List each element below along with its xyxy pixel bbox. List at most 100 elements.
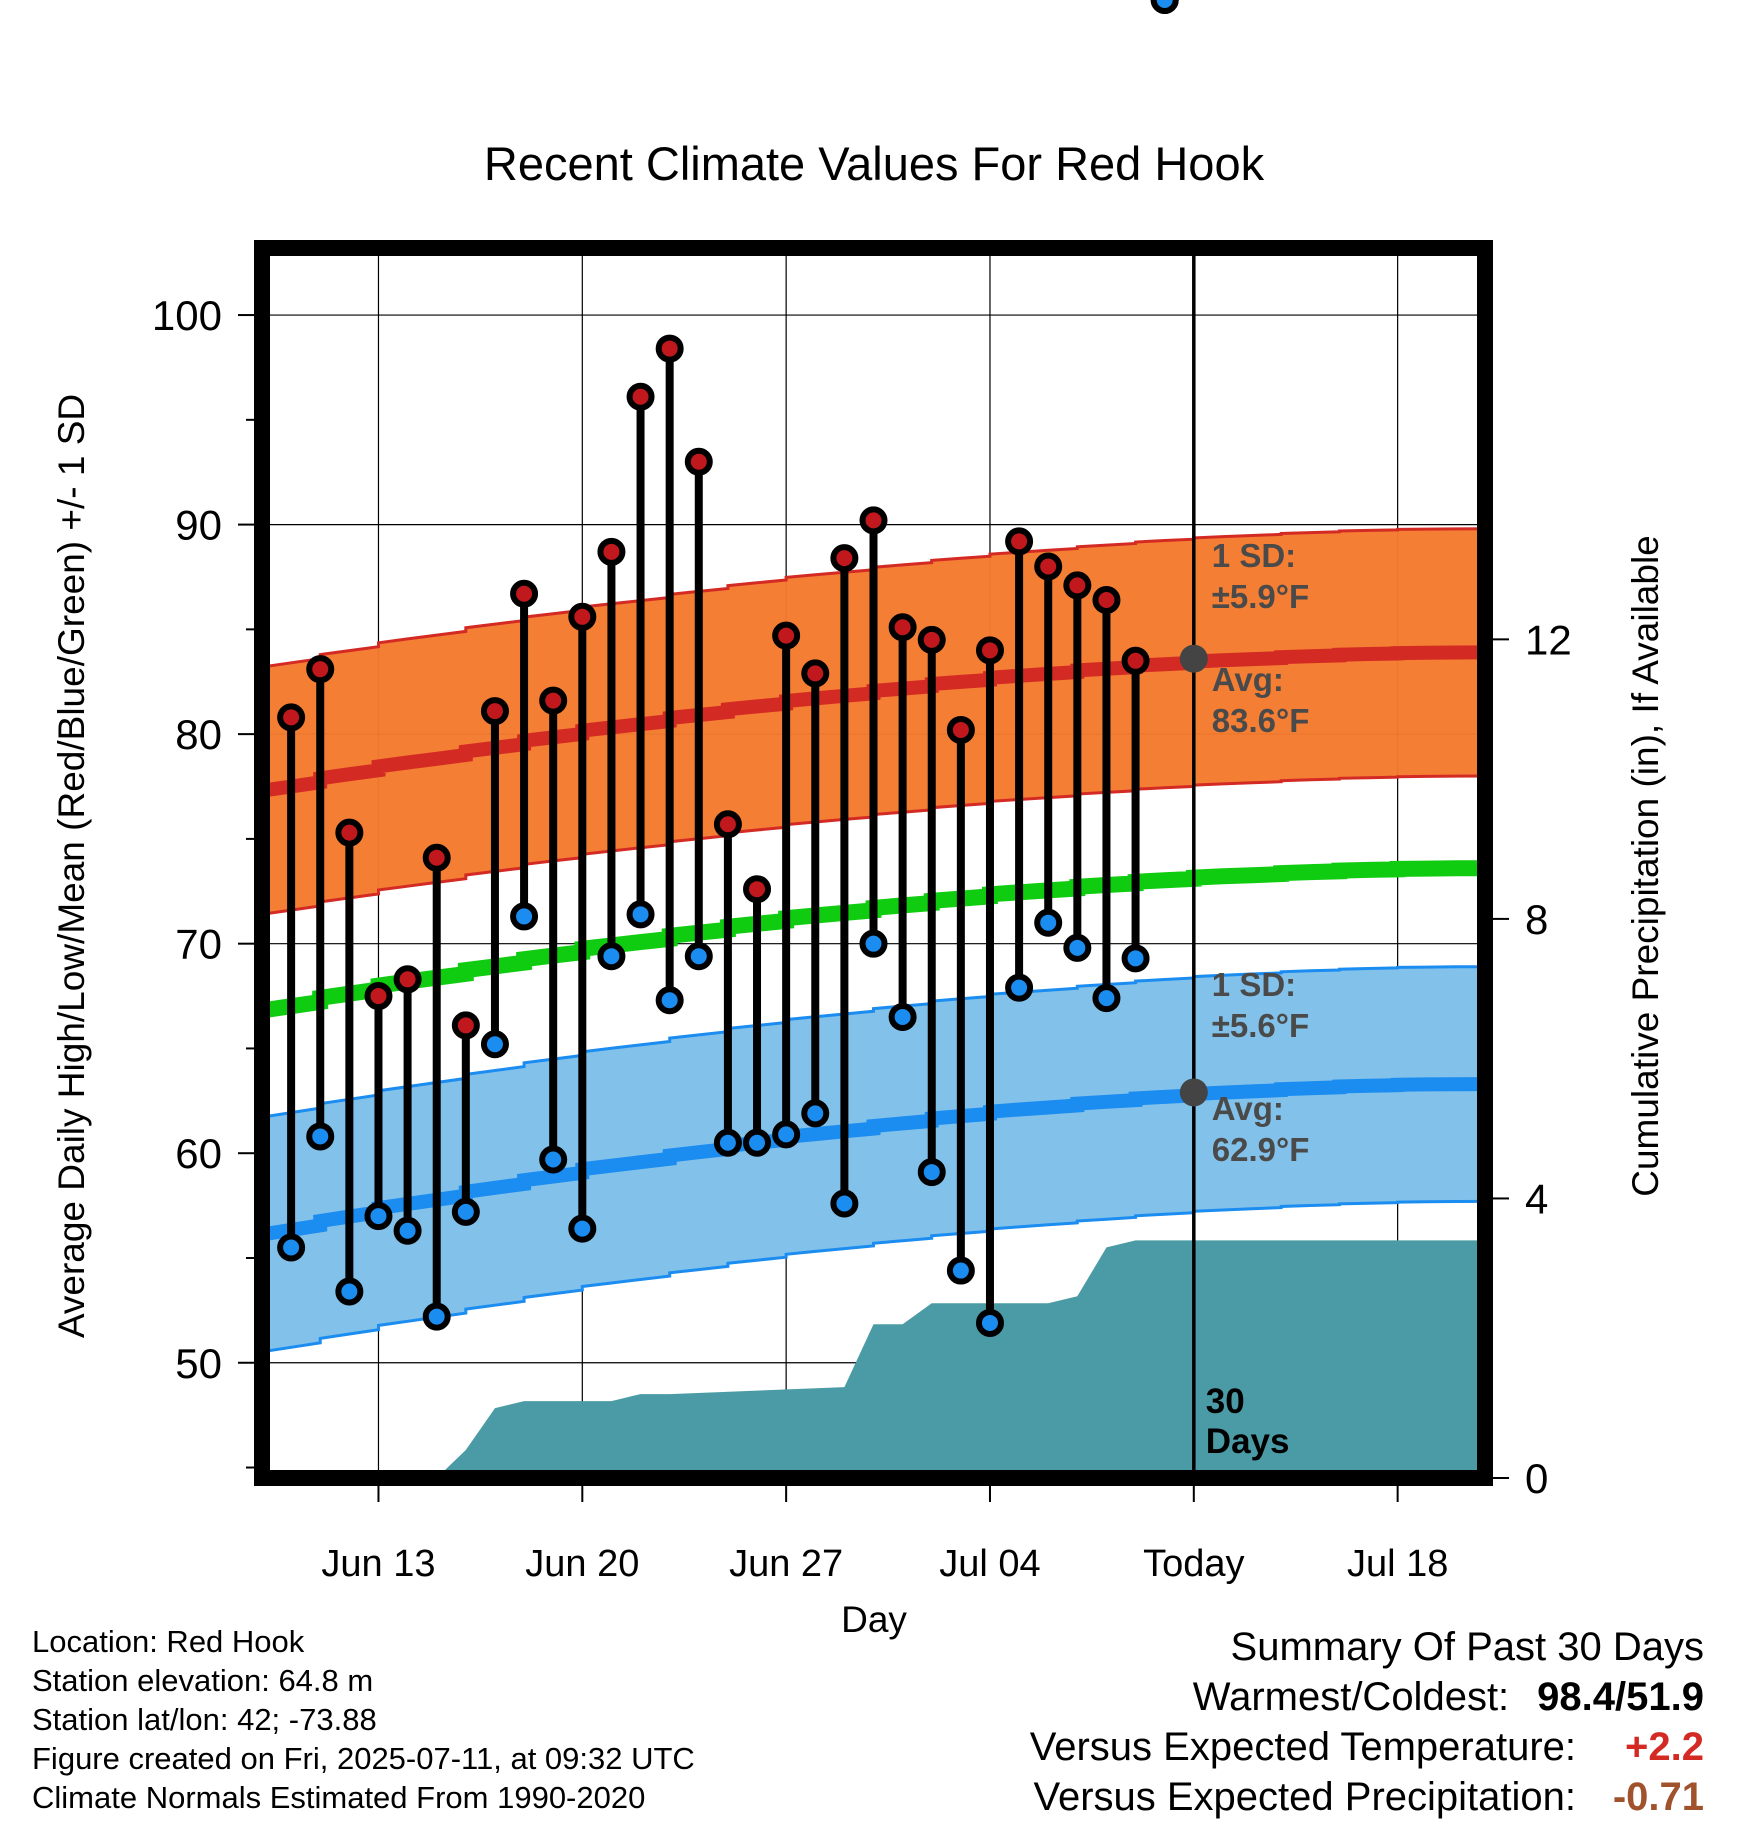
low-temp-point bbox=[684, 942, 713, 971]
y-tick-label: 80 bbox=[175, 711, 222, 758]
high-temp-point bbox=[510, 579, 539, 608]
low-sd-lower-line bbox=[260, 1199, 1486, 1357]
high-temp-point bbox=[626, 382, 655, 411]
low-temp-point bbox=[655, 986, 684, 1015]
elevation-text: Station elevation: 64.8 m bbox=[32, 1663, 374, 1698]
y-tick-label: 70 bbox=[175, 921, 222, 968]
low-temp-point bbox=[539, 1145, 568, 1174]
x-tick-label: Jul 18 bbox=[1347, 1543, 1448, 1585]
low-temp-point bbox=[1063, 933, 1092, 962]
low-avg-today-marker bbox=[1179, 1078, 1208, 1107]
precip-area bbox=[262, 1240, 1485, 1478]
x-tick-label: Jun 27 bbox=[729, 1543, 843, 1585]
low-temp-point bbox=[946, 1256, 975, 1285]
summary-title: Summary Of Past 30 Days bbox=[1230, 1625, 1704, 1669]
created-text: Figure created on Fri, 2025-07-11, at 09… bbox=[32, 1741, 695, 1776]
low-temp-point bbox=[772, 1120, 801, 1149]
high-temp-point bbox=[1121, 646, 1150, 675]
high-temp-point bbox=[597, 537, 626, 566]
precip-row: Versus Expected Precipitation: -0.71 bbox=[1030, 1772, 1704, 1822]
low-temp-point bbox=[626, 900, 655, 929]
high-temp-point bbox=[830, 544, 859, 573]
low-temp-point bbox=[917, 1158, 946, 1187]
high-temp-point bbox=[946, 715, 975, 744]
low-temp-point bbox=[859, 929, 888, 958]
high-temp-point bbox=[801, 659, 830, 688]
low-sd-annotation: 1 SD: bbox=[1212, 966, 1296, 1003]
temp-row: Versus Expected Temperature: +2.2 bbox=[1030, 1722, 1704, 1772]
low-temp-point bbox=[422, 1302, 451, 1331]
low-temp-point bbox=[888, 1003, 917, 1032]
high-temp-point bbox=[480, 697, 509, 726]
low-avg-annotation: Avg: bbox=[1212, 1090, 1284, 1127]
high-temp-point bbox=[684, 447, 713, 476]
temp-value: +2.2 bbox=[1625, 1725, 1704, 1769]
x-axis-label: Day bbox=[841, 1599, 907, 1640]
low-temp-point bbox=[1034, 908, 1063, 937]
x-tick-label: Jun 13 bbox=[321, 1543, 435, 1585]
latlon-text: Station lat/lon: 42; -73.88 bbox=[32, 1702, 377, 1737]
y-tick-label: 100 bbox=[152, 292, 222, 339]
high-temp-point bbox=[1005, 527, 1034, 556]
low-temp-point bbox=[277, 1233, 306, 1262]
y2-tick-label: 4 bbox=[1525, 1175, 1548, 1222]
high-temp-point bbox=[1092, 586, 1121, 615]
chart-title: Recent Climate Values For Red Hook bbox=[484, 137, 1265, 190]
warm-cold-label: Warmest/Coldest: bbox=[1192, 1675, 1510, 1719]
today-days-label: Days bbox=[1206, 1422, 1290, 1461]
precip-value: -0.71 bbox=[1612, 1775, 1704, 1819]
y2-tick-label: 8 bbox=[1525, 896, 1548, 943]
high-temp-point bbox=[539, 686, 568, 715]
plot-frame bbox=[254, 240, 1493, 1486]
low-temp-point bbox=[1092, 984, 1121, 1013]
high-sd-annotation: 1 SD: bbox=[1212, 537, 1296, 574]
y2-tick-label: 12 bbox=[1525, 616, 1572, 663]
high-temp-point bbox=[888, 613, 917, 642]
x-tick-label: Jul 04 bbox=[939, 1543, 1040, 1585]
high-temp-point bbox=[917, 625, 946, 654]
low-temp-point bbox=[568, 1214, 597, 1243]
high-sd-annotation: ±5.9°F bbox=[1212, 578, 1309, 615]
summary-panel: Summary Of Past 30 Days Warmest/Coldest:… bbox=[1030, 1622, 1704, 1822]
high-temp-point bbox=[335, 818, 364, 847]
low-sd-band bbox=[262, 966, 1485, 1357]
low-temp-point bbox=[335, 1277, 364, 1306]
high-temp-point bbox=[277, 703, 306, 732]
high-temp-point bbox=[655, 334, 684, 363]
low-temp-point bbox=[801, 1099, 830, 1128]
warm-cold-value: 98.4/51.9 bbox=[1537, 1675, 1704, 1719]
y-tick-label: 50 bbox=[175, 1340, 222, 1387]
low-avg-annotation: 62.9°F bbox=[1212, 1131, 1310, 1168]
high-temp-point bbox=[451, 1011, 480, 1040]
high-temp-point bbox=[364, 982, 393, 1011]
y-tick-label: 60 bbox=[175, 1130, 222, 1177]
low-temp-point bbox=[451, 1197, 480, 1226]
low-temp-point bbox=[713, 1128, 742, 1157]
station-info: Location: Red Hook Station elevation: 64… bbox=[32, 1622, 695, 1817]
high-temp-point bbox=[975, 636, 1004, 665]
low-temp-point bbox=[1150, 0, 1179, 14]
high-temp-point bbox=[1063, 571, 1092, 600]
low-temp-point bbox=[510, 902, 539, 931]
temp-label: Versus Expected Temperature: bbox=[1029, 1725, 1576, 1769]
high-temp-point bbox=[772, 621, 801, 650]
high-temp-point bbox=[568, 602, 597, 631]
y2-axis-label: Cumulative Precipitation (in), If Availa… bbox=[1625, 535, 1666, 1197]
high-temp-point bbox=[713, 810, 742, 839]
normals-text: Climate Normals Estimated From 1990-2020 bbox=[32, 1780, 646, 1815]
low-temp-point bbox=[1005, 973, 1034, 1002]
low-temp-point bbox=[393, 1216, 422, 1245]
low-sd-annotation: ±5.6°F bbox=[1212, 1007, 1309, 1044]
low-temp-point bbox=[975, 1308, 1004, 1337]
y-tick-label: 90 bbox=[175, 502, 222, 549]
high-temp-point bbox=[859, 506, 888, 535]
y-axis-label: Average Daily High/Low/Mean (Red/Blue/Gr… bbox=[51, 394, 92, 1338]
x-tick-label: Today bbox=[1143, 1543, 1244, 1585]
low-temp-point bbox=[306, 1122, 335, 1151]
low-temp-point bbox=[743, 1128, 772, 1157]
high-avg-annotation: Avg: bbox=[1212, 661, 1284, 698]
low-temp-point bbox=[1121, 944, 1150, 973]
precip-label: Versus Expected Precipitation: bbox=[1033, 1775, 1576, 1819]
high-avg-today-marker bbox=[1179, 644, 1208, 673]
